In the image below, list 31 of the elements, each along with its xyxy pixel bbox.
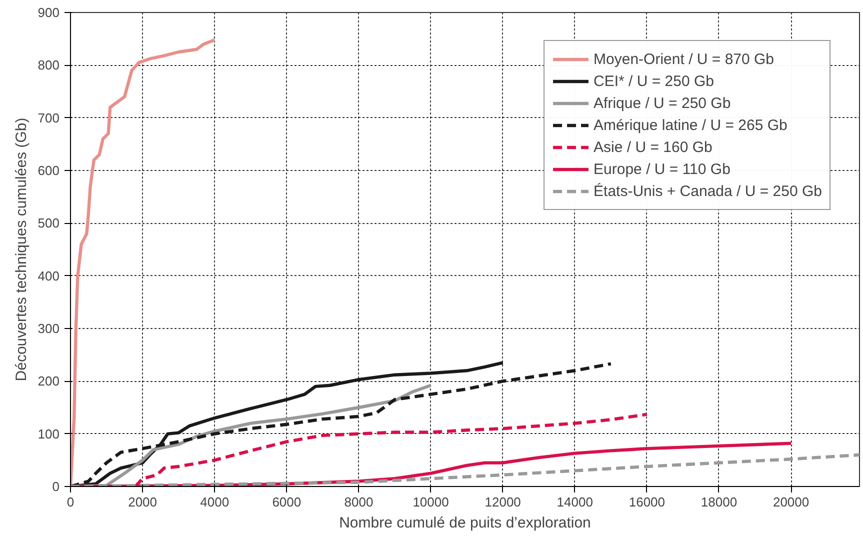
legend-label: Moyen-Orient / U = 870 Gb [594,50,774,68]
x-tick-label: 18000 [700,494,738,510]
x-tick-label: 2000 [128,494,158,510]
line-series [70,38,216,486]
legend-label: Amérique latine / U = 265 Gb [594,116,788,134]
y-tick-label: 300 [38,321,60,336]
y-tick-label: 400 [38,268,60,284]
x-tick-label: 4000 [200,494,230,510]
x-axis-title: Nombre cumulé de puits d’exploration [339,514,591,532]
y-axis-title: Découvertes techniques cumulées (Gb) [12,118,30,382]
x-tick-label: 10000 [412,494,449,510]
x-tick-label: 16000 [628,494,666,510]
x-tick-label: 8000 [344,494,374,510]
legend-label: Europe / U = 110 Gb [594,160,730,178]
y-tick-label: 900 [38,5,60,20]
x-tick-label: 6000 [272,494,302,510]
y-tick-label: 500 [38,216,60,231]
legend-label: CEI* / U = 250 Gb [594,72,714,90]
y-tick-label: 0 [52,479,60,494]
legend-label: Asie / U = 160 Gb [594,138,712,156]
x-tick-label: 20000 [772,494,810,510]
y-tick-label: 100 [38,426,60,442]
y-tick-label: 700 [38,110,60,126]
y-tick-label: 600 [38,163,60,178]
y-tick-label: 800 [38,58,60,73]
y-tick-label: 200 [38,374,60,389]
x-tick-label: 12000 [484,494,521,510]
x-tick-label: 14000 [556,494,593,510]
x-tick-label: 0 [66,494,74,510]
legend-label: États-Unis + Canada / U = 250 Gb [594,182,822,200]
legend-label: Afrique / U = 250 Gb [594,94,731,112]
